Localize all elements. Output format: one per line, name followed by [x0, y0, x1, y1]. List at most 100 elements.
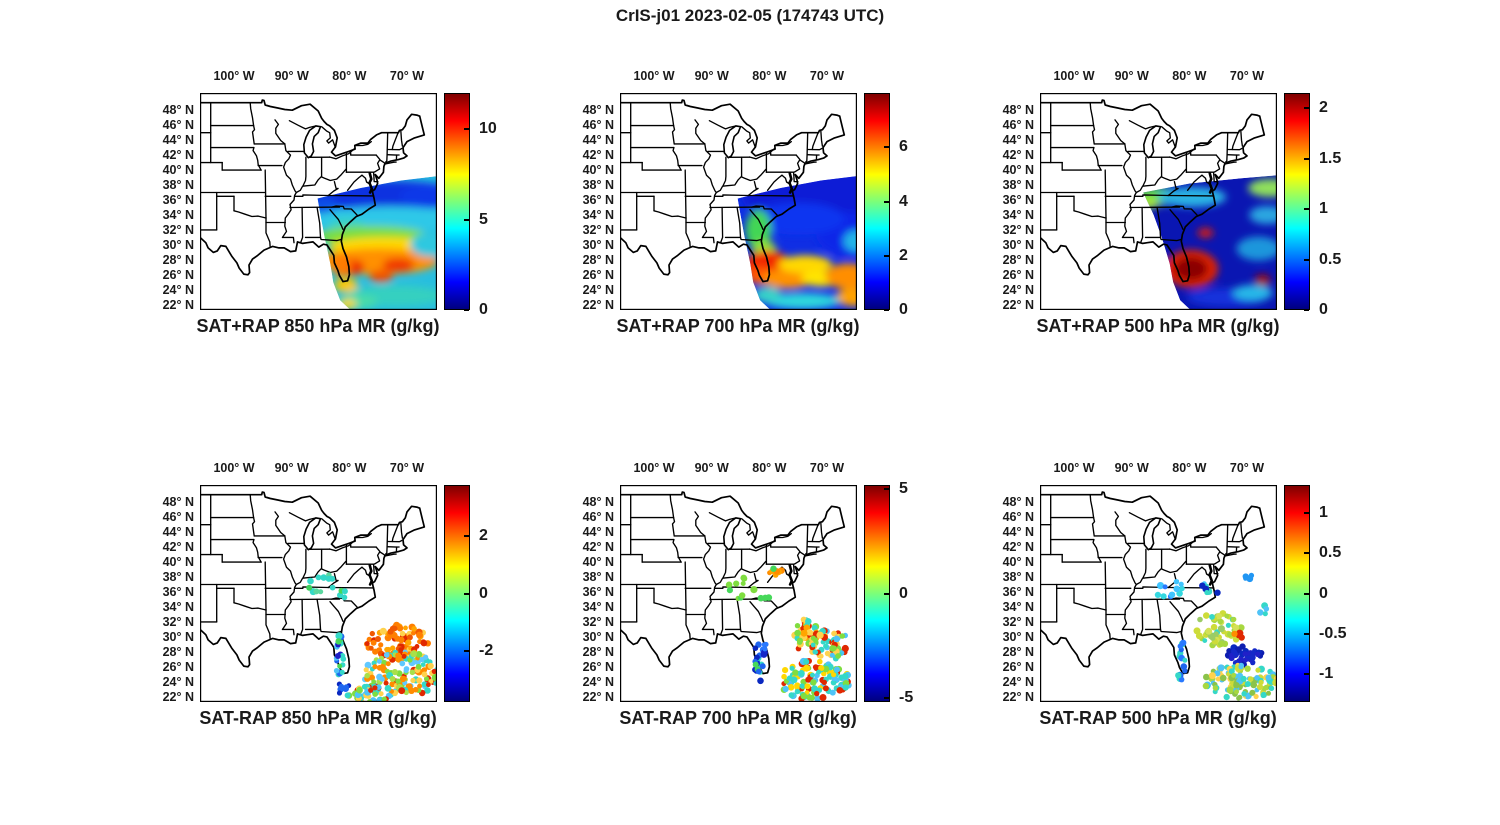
lat-tick-label: 30° N — [162, 237, 194, 252]
lat-tick-label: 28° N — [582, 252, 614, 267]
colorbar-tick-label: 2 — [1319, 99, 1328, 117]
lon-tick-label: 70° W — [1229, 69, 1265, 83]
state-borders — [620, 99, 846, 283]
lat-tick-label: 42° N — [162, 540, 194, 555]
lat-tick-label: 36° N — [582, 193, 614, 207]
lat-tick-label: 38° N — [1002, 570, 1034, 585]
colorbar-tick-label: 5 — [899, 480, 908, 498]
colorbar-tick-mark — [464, 650, 469, 653]
map-panel — [620, 93, 857, 310]
lat-tick-label: 32° N — [162, 222, 194, 237]
lat-tick-label: 32° N — [1002, 222, 1034, 237]
map-canvas — [620, 93, 857, 310]
lat-tick-label: 42° N — [582, 148, 614, 163]
state-borders — [620, 491, 846, 675]
colorbar-tick-label: 0.5 — [1319, 544, 1342, 562]
colorbar — [444, 93, 470, 310]
colorbar-tick-label: 0 — [479, 584, 488, 602]
lat-tick-label: 40° N — [582, 163, 614, 178]
lon-tick-label: 100° W — [213, 69, 255, 83]
figure-title: CrIS-j01 2023-02-05 (174743 UTC) — [615, 6, 885, 25]
colorbar — [1284, 93, 1310, 310]
map-frame — [620, 93, 857, 310]
lat-tick-label: 46° N — [582, 118, 614, 133]
colorbar-tick-label: 0 — [899, 584, 908, 602]
map-canvas — [620, 485, 857, 702]
lat-tick-label: 26° N — [162, 267, 194, 282]
lat-tick-label: 24° N — [1002, 282, 1034, 297]
lat-tick-label: 32° N — [582, 222, 614, 237]
lat-tick-label: 48° N — [1002, 103, 1034, 118]
lat-tick-label: 22° N — [582, 297, 614, 312]
lat-tick-label: 48° N — [1002, 495, 1034, 510]
lat-tick-label: 30° N — [582, 629, 614, 644]
colorbar-tick-label: 0 — [1319, 584, 1328, 602]
lat-tick-label: 48° N — [162, 103, 194, 118]
colorbar-tick-label: 0 — [899, 301, 908, 318]
colorbar-tick-mark — [884, 592, 889, 595]
lat-tick-label: 44° N — [1002, 525, 1034, 540]
lat-tick-label: 24° N — [1002, 674, 1034, 689]
colorbar-tick-label: 4 — [899, 192, 908, 210]
lat-tick-label: 24° N — [582, 282, 614, 297]
colorbar-tick-mark — [1304, 107, 1309, 110]
lat-tick-label: 22° N — [162, 689, 194, 704]
lat-tick-label: 26° N — [582, 267, 614, 282]
map-frame — [620, 485, 857, 702]
lat-tick-label: 48° N — [162, 495, 194, 510]
lat-tick-label: 34° N — [582, 207, 614, 222]
lat-tick-label: 46° N — [582, 510, 614, 525]
colorbar-tick-mark — [1304, 632, 1309, 635]
lat-tick-label: 42° N — [1002, 148, 1034, 163]
map-canvas — [1040, 485, 1277, 702]
lat-tick-label: 36° N — [582, 585, 614, 599]
lat-tick-label: 38° N — [582, 178, 614, 193]
lat-tick-label: 44° N — [582, 525, 614, 540]
lon-tick-label: 70° W — [809, 461, 845, 475]
lat-tick-label: 36° N — [1002, 585, 1034, 599]
map-panel — [200, 93, 437, 310]
lat-tick-label: 24° N — [162, 282, 194, 297]
lat-tick-label: 42° N — [1002, 540, 1034, 555]
lat-tick-label: 26° N — [1002, 659, 1034, 674]
panel-title: SAT+RAP 500 hPa MR (g/kg) — [1036, 316, 1280, 336]
lat-tick-label: 22° N — [162, 297, 194, 312]
colorbar-tick-mark — [1304, 309, 1309, 311]
colorbar-tick-mark — [1304, 552, 1309, 555]
state-borders — [200, 491, 426, 675]
lat-tick-label: 28° N — [162, 252, 194, 267]
colorbar-tick-label: 1 — [1319, 504, 1328, 522]
map-panel — [1040, 485, 1277, 702]
lon-tick-label: 80° W — [1172, 461, 1207, 475]
data-swath-layer — [1143, 175, 1277, 310]
colorbar-tick-mark — [464, 218, 469, 221]
lat-tick-label: 34° N — [162, 599, 194, 614]
lat-tick-label: 46° N — [1002, 118, 1034, 133]
lon-tick-label: 100° W — [633, 461, 675, 475]
colorbar-tick-mark — [884, 309, 889, 311]
data-scatter-layer — [1154, 572, 1277, 701]
lat-tick-label: 48° N — [582, 495, 614, 510]
panel-title: SAT-RAP 850 hPa MR (g/kg) — [199, 708, 437, 728]
lat-tick-label: 38° N — [582, 570, 614, 585]
lat-tick-label: 38° N — [162, 178, 194, 193]
map-frame — [1040, 93, 1277, 310]
lat-tick-label: 24° N — [162, 674, 194, 689]
colorbar-tick-mark — [1304, 512, 1309, 515]
lat-tick-label: 22° N — [1002, 689, 1034, 704]
lat-tick-label: 30° N — [1002, 237, 1034, 252]
lat-tick-label: 40° N — [582, 555, 614, 570]
lat-tick-label: 44° N — [1002, 133, 1034, 148]
lat-tick-label: 36° N — [162, 585, 194, 599]
lat-tick-label: 32° N — [582, 614, 614, 629]
colorbar-tick-mark — [884, 488, 889, 491]
colorbar-tick-mark — [1304, 592, 1309, 595]
lat-tick-label: 40° N — [162, 163, 194, 178]
lon-tick-label: 100° W — [213, 461, 255, 475]
colorbar-tick-mark — [464, 592, 469, 595]
colorbar-tick-label: 0 — [1319, 301, 1328, 318]
map-panel — [620, 485, 857, 702]
lon-tick-label: 100° W — [1053, 69, 1095, 83]
colorbar-tick-label: 0 — [479, 301, 488, 318]
lat-tick-label: 46° N — [162, 510, 194, 525]
